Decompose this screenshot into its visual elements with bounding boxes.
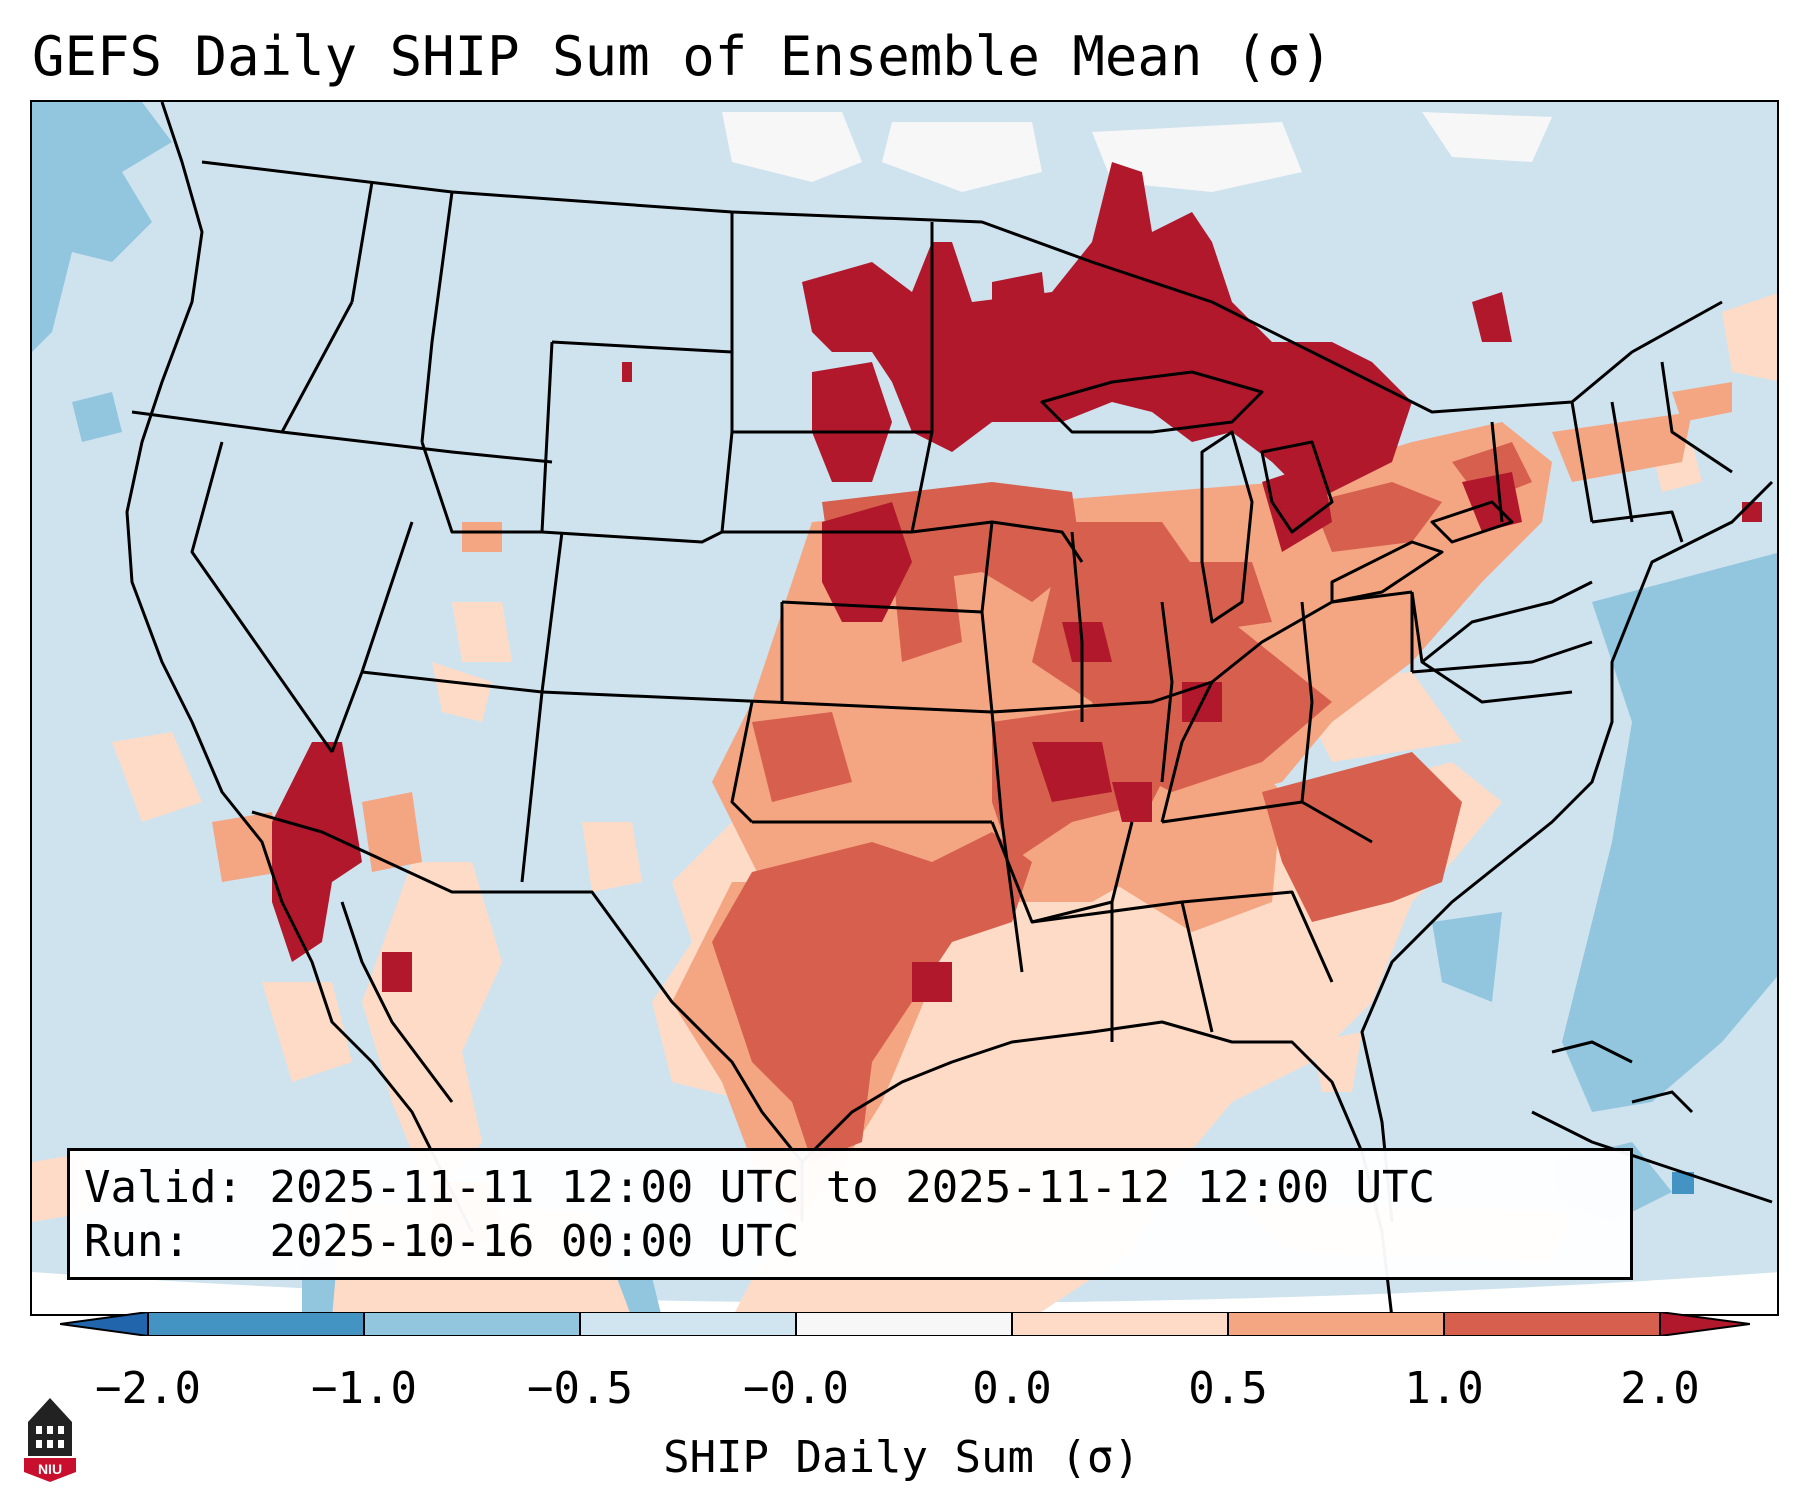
valid-label: Valid: [84, 1162, 243, 1213]
colorbar-bin-7 [1444, 1312, 1660, 1336]
colorbar-tick-label: 2.0 [1620, 1363, 1700, 1414]
colorbar-tick-label: −2.0 [95, 1363, 201, 1414]
colorbar-tick-label: −0.0 [743, 1363, 849, 1414]
colorbar-extend-low [60, 1312, 148, 1336]
colorbar-tick-label: −0.5 [527, 1363, 633, 1414]
logo-text: NIU [38, 1461, 62, 1477]
colorbar-bin-3 [580, 1312, 796, 1336]
colorbar-bin-4 [796, 1312, 1012, 1336]
caribbean-islands [1531, 1040, 1773, 1204]
run-value: 2025-10-16 00:00 UTC [269, 1216, 800, 1267]
colorbar-extend-high [1660, 1312, 1750, 1336]
colorbar-tick-label: 0.0 [972, 1363, 1052, 1414]
colorbar-tick-label: −1.0 [311, 1363, 417, 1414]
colorbar [60, 1312, 1750, 1336]
colorbar-ticks [147, 1312, 1661, 1336]
chart-title: GEFS Daily SHIP Sum of Ensemble Mean (σ) [32, 25, 1333, 88]
colorbar-tick-label: 0.5 [1188, 1363, 1268, 1414]
neutral-cells [722, 112, 1552, 192]
niu-logo: NIU [24, 1398, 76, 1482]
valid-time-box: Valid: 2025-11-11 12:00 UTC to 2025-11-1… [67, 1148, 1633, 1280]
valid-value: 2025-11-11 12:00 UTC to 2025-11-12 12:00… [269, 1162, 1436, 1213]
colorbar-label: SHIP Daily Sum (σ) [663, 1432, 1140, 1483]
colorbar-tick-label: 1.0 [1404, 1363, 1484, 1414]
west-coastline [125, 102, 474, 1233]
run-label: Run: [84, 1216, 190, 1267]
colorbar-bin-5 [1012, 1312, 1228, 1336]
boundaries [125, 102, 1774, 1314]
map-panel [30, 100, 1779, 1316]
colorbar-bin-6 [1228, 1312, 1444, 1336]
colorbar-bin-1 [148, 1312, 364, 1336]
colorbar-bin-2 [364, 1312, 580, 1336]
anomaly-map [32, 102, 1777, 1314]
strong-negative-cells [1672, 1172, 1694, 1194]
